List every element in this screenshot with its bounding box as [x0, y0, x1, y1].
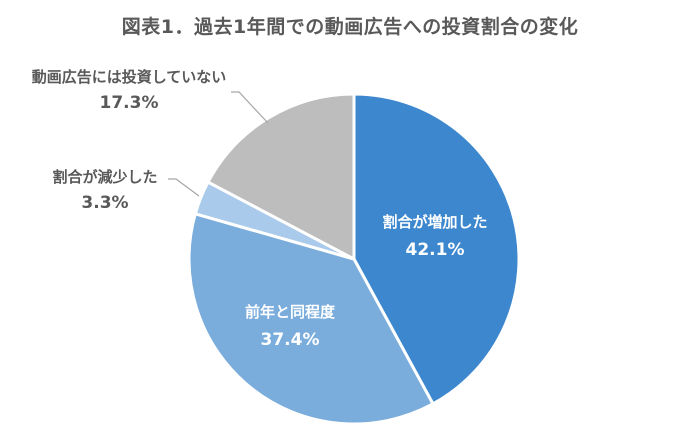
leader-line-decreased	[168, 178, 200, 197]
leader-line-none	[231, 91, 269, 124]
label-name: 割合が減少した	[52, 168, 158, 186]
data-label-same: 前年と同程度 37.4%	[225, 302, 355, 352]
slice-same	[187, 212, 435, 426]
slice-increased	[352, 92, 521, 406]
label-value: 42.1%	[405, 240, 465, 260]
label-name: 動画広告には投資していない	[31, 68, 227, 86]
label-name: 割合が増加した	[382, 213, 488, 231]
label-value: 3.3%	[81, 193, 129, 213]
chart-title: 図表1．過去1年間での動画広告への投資割合の変化	[121, 16, 579, 38]
data-label-decreased: 割合が減少した 3.3%	[40, 167, 170, 215]
slice-none	[206, 92, 356, 261]
data-label-increased: 割合が増加した 42.1%	[365, 212, 505, 262]
label-value: 37.4%	[260, 330, 320, 350]
data-label-none: 動画広告には投資していない 17.3%	[4, 67, 254, 115]
label-name: 前年と同程度	[244, 303, 335, 321]
pie-slices	[187, 92, 521, 426]
label-value: 17.3%	[99, 93, 159, 113]
